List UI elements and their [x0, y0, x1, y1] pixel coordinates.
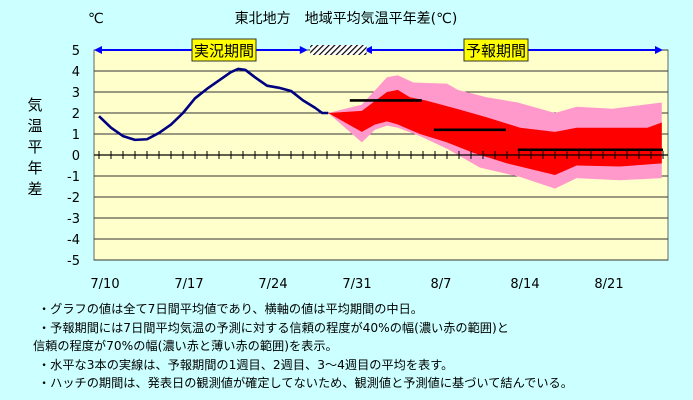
observed-period-label: 実況期間	[194, 42, 254, 60]
y-tick-label: 4	[72, 65, 80, 80]
temperature-anomaly-chart: ℃ 東北地方 地域平均気温平年差(℃) 気温平年差 5 4 3 2 1 0 -1 -2 -3 -4…	[27, 11, 669, 292]
chart-title: 東北地方 地域平均気温平年差(℃)	[235, 11, 458, 27]
note: 信頼の程度が70%の幅(濃い赤と薄い赤の範囲)を表示。	[33, 339, 338, 354]
y-tick-labels: 5 4 3 2 1 0 -1 -2 -3 -4 -5	[67, 44, 80, 269]
y-axis-label-char: 差	[27, 180, 42, 198]
y-tick-label: -2	[67, 191, 80, 206]
forecast-period-label: 予報期間	[466, 42, 526, 60]
band-40-percent	[328, 89, 662, 175]
period-arrows: 実況期間 予報期間	[94, 38, 663, 62]
hatch-period	[310, 45, 367, 55]
observed-series	[98, 67, 329, 142]
y-axis-label-char: 平	[27, 138, 42, 156]
x-tick-label: 7/31	[342, 277, 371, 292]
unit-label: ℃	[88, 11, 104, 27]
x-tick-label: 8/14	[510, 277, 539, 292]
note: ・グラフの値は全て7日間平均値であり、横軸の値は平均期間の中日。	[38, 302, 423, 316]
x-tick-label: 8/21	[594, 277, 623, 292]
y-tick-label: -4	[67, 233, 80, 248]
y-tick-label: 0	[72, 149, 80, 164]
x-tick-label: 7/10	[90, 277, 119, 292]
observed-period-arrow-right	[299, 46, 308, 54]
y-tick-label: -1	[67, 170, 80, 185]
observed-period-box	[191, 38, 257, 62]
y-axis-label-char: 温	[27, 117, 42, 135]
y-tick-label: -3	[67, 212, 80, 227]
y-axis-label-char: 年	[27, 159, 42, 177]
y-tick-label: 5	[72, 44, 80, 59]
y-tick-label: 1	[72, 128, 80, 143]
y-tick-label: 2	[72, 107, 80, 122]
x-tick-label: 8/7	[431, 277, 452, 292]
x-tick-label: 7/17	[174, 277, 203, 292]
y-tick-label: -5	[67, 254, 80, 269]
forecast-period-box	[463, 38, 529, 62]
notes: ・グラフの値は全て7日間平均値であり、横軸の値は平均期間の中日。 ・予報期間には…	[33, 300, 573, 393]
weekly-means	[349, 99, 663, 152]
y-axis-label: 気温平年差	[27, 96, 42, 198]
forecast-bands	[328, 75, 662, 189]
forecast-period-arrow-left	[364, 46, 372, 54]
forecast-period-arrow-right	[655, 46, 663, 54]
observed-line	[98, 67, 329, 142]
y-tick-label: 3	[72, 86, 80, 101]
note: ・水平な3本の実線は、予報期間の1週目、2週目、3～4週目の平均を表す。	[38, 357, 454, 372]
y-axis-label-char: 気	[27, 96, 42, 114]
note: ・予報期間には7日間平均気温の予測に対する信頼の程度が40%の幅(濃い赤の範囲)…	[38, 320, 509, 335]
zero-axis	[94, 151, 668, 159]
x-tick-label: 7/24	[258, 277, 287, 292]
x-tick-labels: 7/10 7/17 7/24 7/31 8/7 8/14 8/21	[90, 277, 623, 292]
observed-period-arrow-left	[94, 46, 102, 54]
note: ・ハッチの期間は、発表日の観測値が確定してないため、観測値と予測値に基づいて結ん…	[38, 376, 573, 391]
